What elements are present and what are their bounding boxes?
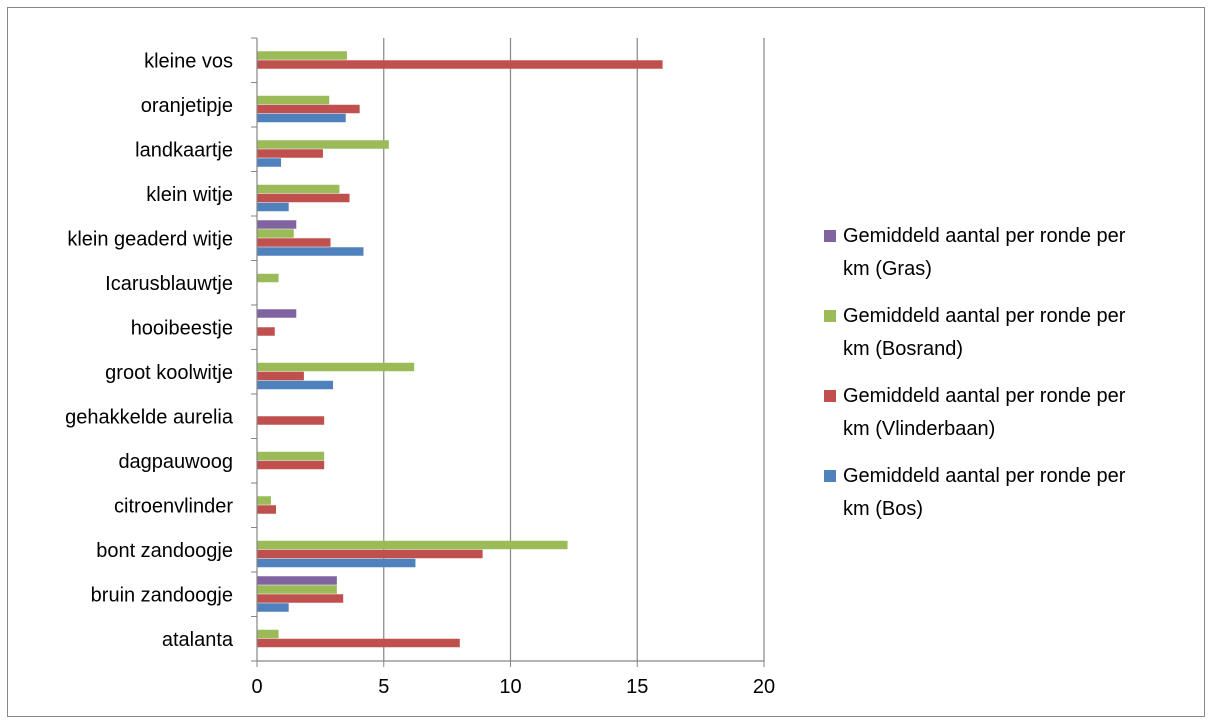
bar (257, 505, 277, 514)
chart-frame: atalanta bruin zandoogje bont zandoogje cit… (7, 7, 1205, 717)
axes (251, 37, 765, 667)
legend-swatch (824, 230, 836, 242)
bar (257, 638, 460, 648)
bar (257, 247, 364, 256)
bar (257, 113, 346, 123)
bar (257, 585, 337, 594)
bar (257, 104, 360, 114)
bars (257, 51, 663, 648)
bar (257, 202, 289, 212)
legend-item: Gemiddeld aantal per ronde per km (Vlinde… (824, 385, 1126, 440)
legend-item: Gemiddeld aantal per ronde per km (Bos) (824, 465, 1126, 520)
bar (257, 51, 347, 60)
bar (257, 327, 275, 336)
bar (257, 362, 415, 372)
bar (257, 158, 282, 167)
category-label: Icarusblauwtje (105, 273, 233, 295)
x-tick-label: 20 (753, 676, 775, 698)
category-label: dagpauwoog (118, 451, 233, 473)
bar (257, 603, 289, 612)
bar (257, 460, 325, 470)
bar (257, 558, 416, 568)
bar (257, 95, 330, 105)
x-tick-labels: 0 5 10 15 20 (251, 676, 775, 698)
bar (257, 576, 337, 585)
bar (257, 416, 325, 425)
category-label: groot koolwitje (105, 362, 233, 384)
legend-swatch (824, 470, 836, 482)
bar (257, 193, 350, 203)
legend-item: Gemiddeld aantal per ronde per km (Bosran… (824, 305, 1126, 360)
bar-chart: atalanta bruin zandoogje bont zandoogje cit… (65, 37, 1126, 698)
legend-label: Gemiddeld aantal per ronde per (843, 305, 1126, 327)
category-label: kleine vos (144, 50, 233, 72)
x-tick-label: 10 (499, 676, 521, 698)
category-label: landkaartje (135, 139, 233, 161)
bar (257, 371, 304, 381)
category-label: gehakkelde aurelia (65, 406, 234, 428)
category-label: bruin zandoogje (91, 584, 233, 606)
category-label: oranjetipje (141, 95, 233, 117)
bar (257, 309, 297, 318)
category-labels: atalanta bruin zandoogje bont zandoogje cit… (65, 50, 234, 651)
legend-label: km (Bos) (843, 498, 923, 520)
gridlines (383, 38, 765, 661)
bar (257, 496, 271, 505)
legend-item: Gemiddeld aantal per ronde per km (Gras) (824, 225, 1126, 280)
bar (257, 549, 483, 559)
category-label: klein geaderd witje (67, 228, 233, 250)
legend-label: km (Bosrand) (843, 338, 963, 360)
bar (257, 140, 389, 149)
x-tick-label: 0 (251, 676, 262, 698)
x-tick-label: 15 (626, 676, 648, 698)
legend-label: km (Vlinderbaan) (843, 418, 995, 440)
legend-label: Gemiddeld aantal per ronde per (843, 385, 1126, 407)
bar (257, 380, 334, 390)
category-label: citroenvlinder (114, 495, 233, 517)
bar (257, 451, 325, 461)
legend-label: Gemiddeld aantal per ronde per (843, 465, 1126, 487)
category-label: atalanta (162, 629, 234, 651)
bar (257, 594, 344, 603)
bar (257, 629, 279, 639)
legend-swatch (824, 310, 836, 322)
legend-swatch (824, 390, 836, 402)
category-label: hooibeestje (131, 317, 233, 339)
bar (257, 273, 279, 283)
legend-label: Gemiddeld aantal per ronde per (843, 225, 1126, 247)
legend-label: km (Gras) (843, 258, 932, 280)
bar (257, 149, 323, 158)
x-tick-label: 5 (378, 676, 389, 698)
bar (257, 229, 294, 238)
category-label: klein witje (146, 184, 233, 206)
bar (257, 60, 663, 69)
bar (257, 220, 297, 229)
bar (257, 238, 331, 247)
category-label: bont zandoogje (96, 540, 233, 562)
bar (257, 540, 568, 550)
bar (257, 184, 340, 194)
